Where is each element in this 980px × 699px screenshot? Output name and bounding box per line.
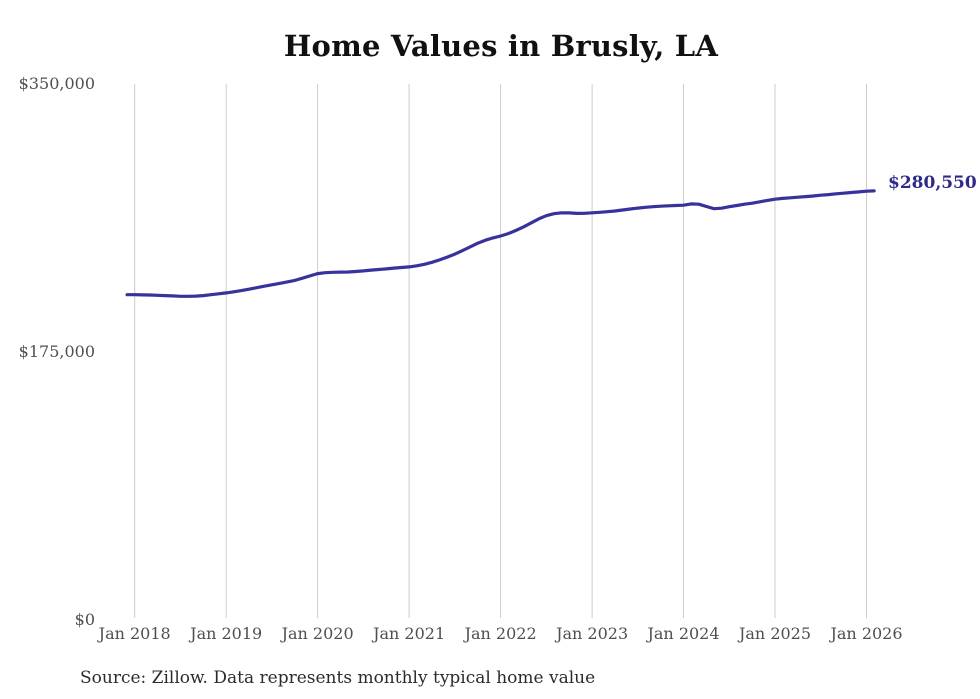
y-axis-tick-350000: $350,000	[18, 74, 95, 93]
latest-value-label: $280,550	[888, 173, 977, 193]
x-axis-tick-jan-2018: Jan 2018	[98, 624, 171, 643]
x-axis-tick-jan-2023: Jan 2023	[556, 624, 629, 643]
x-axis-tick-jan-2024: Jan 2024	[647, 624, 720, 643]
source-note: Source: Zillow. Data represents monthly …	[80, 668, 596, 688]
y-axis-tick-0: $0	[74, 610, 95, 629]
year-gridlines	[134, 84, 867, 618]
x-axis-tick-jan-2026: Jan 2026	[830, 624, 903, 643]
x-axis-tick-jan-2019: Jan 2019	[190, 624, 263, 643]
x-axis-tick-jan-2022: Jan 2022	[464, 624, 537, 643]
x-axis-tick-jan-2020: Jan 2020	[281, 624, 354, 643]
chart-title: Home Values in Brusly, LA	[283, 29, 719, 63]
x-axis-tick-jan-2025: Jan 2025	[738, 624, 812, 643]
x-axis-tick-jan-2021: Jan 2021	[373, 624, 446, 643]
y-axis-tick-175000: $175,000	[18, 342, 95, 361]
home-value-line	[125, 189, 876, 298]
